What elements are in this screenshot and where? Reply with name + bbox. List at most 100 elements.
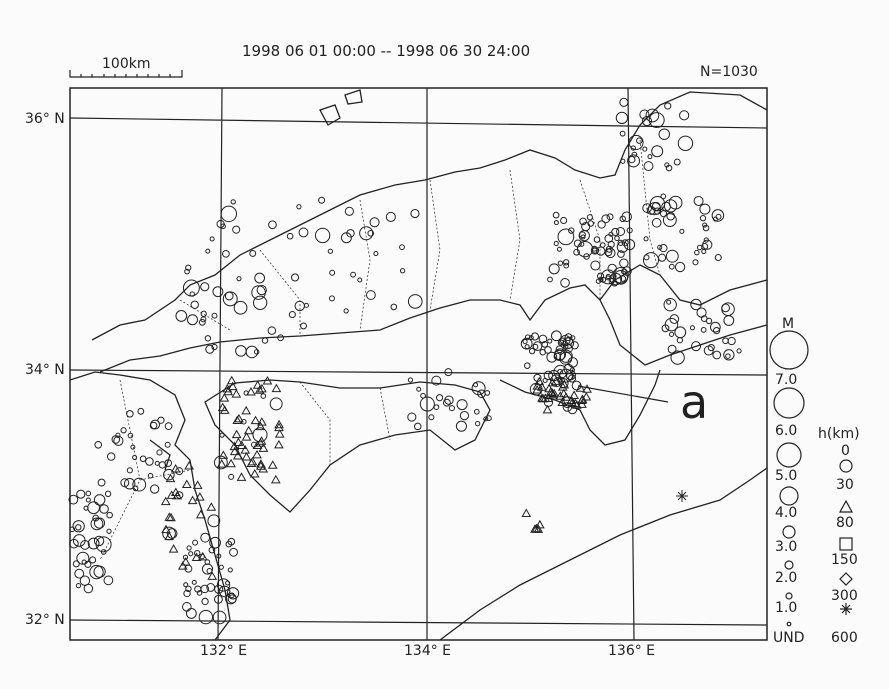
event-circle bbox=[229, 547, 238, 557]
event-circle bbox=[139, 455, 147, 463]
event-circle bbox=[562, 402, 573, 412]
event-circle bbox=[164, 422, 173, 431]
event-circle bbox=[343, 308, 349, 314]
event-circle bbox=[233, 300, 248, 315]
event-circle bbox=[605, 247, 616, 259]
period-title: 1998 06 01 00:00 -- 1998 06 30 24:00 bbox=[242, 42, 531, 60]
event-circle bbox=[261, 337, 269, 344]
event-circle bbox=[416, 386, 422, 392]
lon-label-132: 132° E bbox=[200, 643, 248, 659]
scale-bar-label: 100km bbox=[102, 56, 151, 72]
event-circle bbox=[723, 349, 735, 361]
event-circle bbox=[327, 248, 333, 254]
event-circle bbox=[230, 199, 236, 205]
event-circle bbox=[714, 254, 722, 262]
event-circle bbox=[645, 108, 660, 123]
event-circle bbox=[214, 594, 223, 604]
event-asterisk bbox=[676, 490, 688, 502]
event-circle bbox=[300, 322, 307, 330]
event-triangle bbox=[207, 571, 218, 580]
event-circle bbox=[524, 334, 531, 341]
legend-mag-3: 3.0 bbox=[775, 539, 798, 555]
event-circle bbox=[189, 291, 195, 297]
event-circle bbox=[85, 490, 92, 497]
event-circle bbox=[201, 597, 209, 606]
event-circle bbox=[605, 245, 613, 253]
event-circle bbox=[367, 229, 375, 237]
legend-depth-600: 600 bbox=[831, 630, 858, 646]
event-circle bbox=[677, 135, 694, 151]
event-circle bbox=[227, 567, 233, 573]
event-circle bbox=[459, 410, 470, 421]
event-circle bbox=[568, 227, 575, 234]
event-circle bbox=[580, 234, 586, 240]
event-circle bbox=[691, 341, 702, 352]
event-circle bbox=[236, 276, 242, 282]
event-circle bbox=[566, 372, 574, 380]
event-circle bbox=[607, 263, 617, 274]
event-circle bbox=[80, 540, 90, 550]
event-triangle bbox=[181, 479, 192, 488]
legend-symbol-m2 bbox=[784, 560, 794, 570]
event-circle bbox=[212, 286, 224, 298]
event-circle bbox=[329, 269, 336, 276]
event-triangle bbox=[547, 387, 558, 397]
event-circle bbox=[89, 556, 97, 564]
event-circle bbox=[410, 208, 420, 219]
event-triangle bbox=[551, 376, 561, 385]
event-circle bbox=[220, 223, 226, 230]
event-circle bbox=[182, 279, 200, 297]
legend-depth-30: 30 bbox=[836, 477, 854, 493]
event-circle bbox=[651, 145, 664, 158]
event-circle bbox=[619, 97, 629, 107]
event-triangle bbox=[234, 413, 244, 423]
event-circle bbox=[147, 472, 154, 479]
event-circle bbox=[658, 128, 671, 140]
event-circle bbox=[627, 154, 641, 168]
event-circle bbox=[485, 415, 492, 422]
event-circle bbox=[346, 229, 355, 238]
event-circle bbox=[130, 444, 136, 450]
event-circle bbox=[132, 485, 139, 492]
event-triangle bbox=[223, 386, 233, 396]
event-circle bbox=[557, 339, 565, 346]
event-triangle bbox=[233, 437, 244, 446]
event-circle bbox=[303, 302, 309, 308]
event-triangle bbox=[246, 386, 256, 396]
event-circle bbox=[209, 536, 221, 549]
event-circle bbox=[628, 134, 644, 150]
event-circle bbox=[579, 217, 587, 226]
event-triangle bbox=[226, 375, 237, 385]
event-circle bbox=[679, 110, 690, 121]
event-circle bbox=[431, 375, 442, 386]
event-triangle bbox=[533, 524, 544, 533]
legend-mag-6: 6.0 bbox=[775, 423, 798, 439]
event-circle bbox=[664, 102, 672, 110]
event-circle bbox=[89, 564, 104, 580]
event-circle bbox=[106, 528, 112, 534]
event-circle bbox=[226, 587, 240, 600]
event-circle bbox=[475, 420, 481, 427]
event-circle bbox=[699, 203, 711, 215]
event-circle bbox=[679, 228, 685, 234]
event-circle bbox=[204, 335, 212, 342]
event-circle bbox=[211, 312, 218, 319]
event-circle bbox=[106, 511, 113, 519]
legend-depth-300: 300 bbox=[831, 588, 858, 604]
event-triangle bbox=[236, 472, 247, 481]
event-circle bbox=[175, 310, 188, 322]
event-circle bbox=[567, 357, 578, 368]
event-circle bbox=[296, 204, 302, 210]
event-circle bbox=[653, 207, 661, 215]
event-circle bbox=[191, 579, 197, 585]
lat-label-34: 34° N bbox=[25, 362, 65, 378]
legend-mag-und: UND bbox=[773, 630, 805, 646]
event-circle bbox=[413, 422, 422, 431]
event-circle bbox=[369, 217, 380, 228]
event-circle bbox=[186, 545, 192, 551]
event-circle bbox=[474, 408, 480, 415]
annotation-a: a bbox=[680, 375, 709, 429]
event-circle bbox=[736, 348, 742, 354]
event-circle bbox=[187, 314, 199, 326]
